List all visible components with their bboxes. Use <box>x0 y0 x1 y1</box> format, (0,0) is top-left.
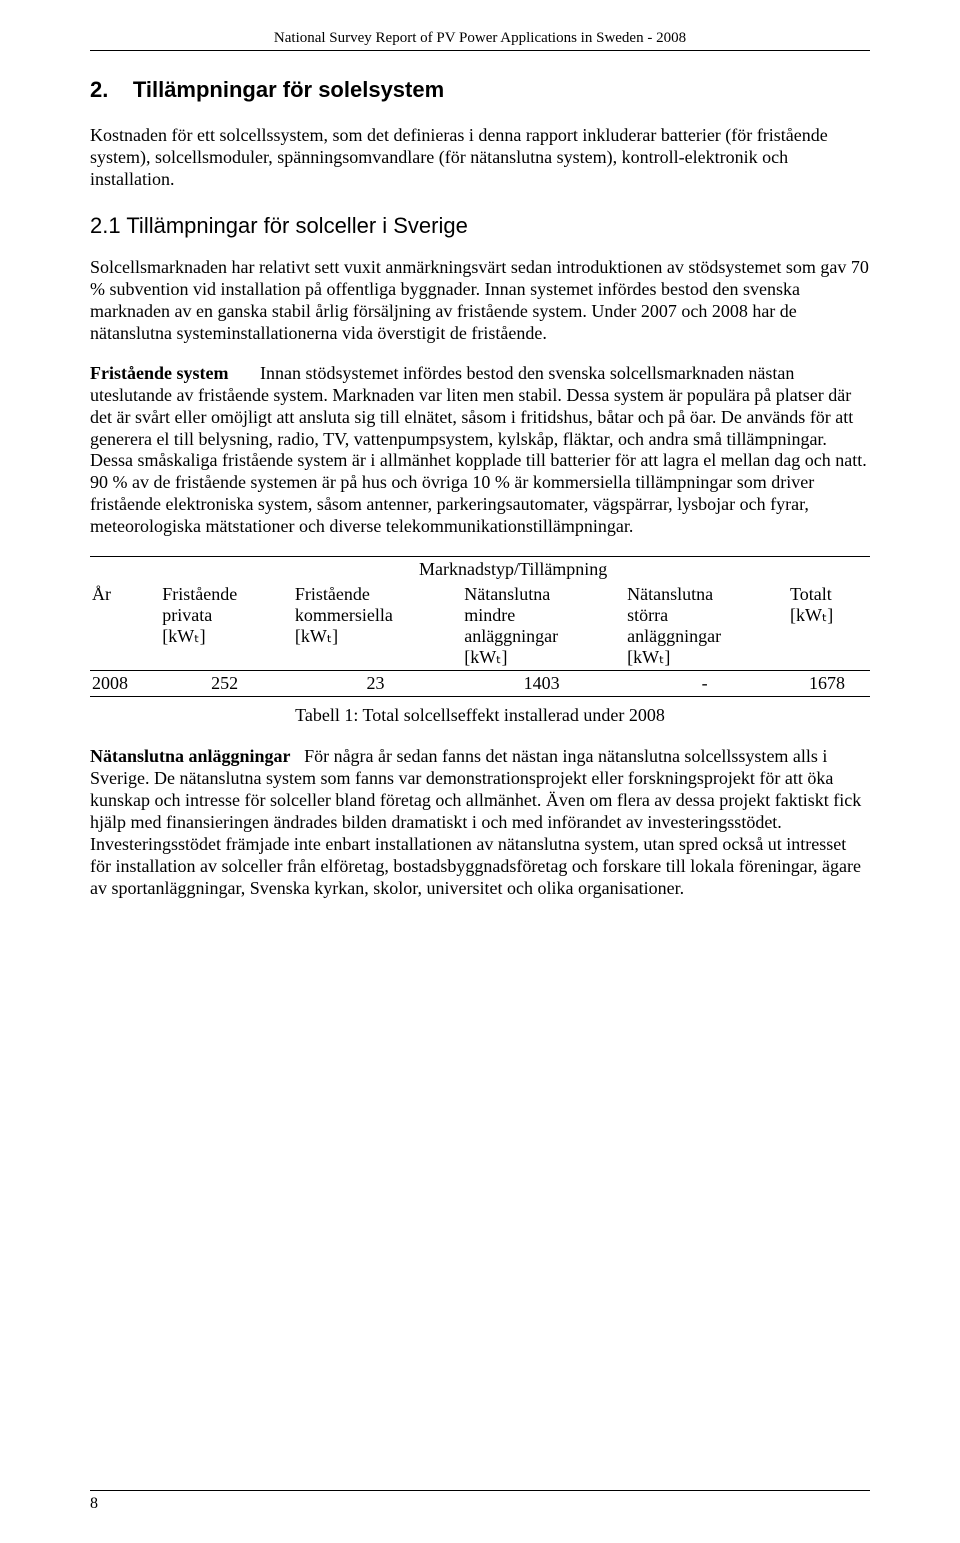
col4-l3: anläggningar <box>627 626 721 646</box>
subsection-number: 2.1 <box>90 213 121 238</box>
table-caption: Tabell 1: Total solcellseffekt installer… <box>90 705 870 726</box>
cell-c3: 1403 <box>462 671 625 697</box>
footer: 8 <box>90 1490 870 1513</box>
col1-l2: privata <box>162 605 212 625</box>
col5-l2: [kWₜ] <box>790 605 833 625</box>
table-title: Marknadstyp/Tillämpning <box>160 557 870 583</box>
section-number: 2. <box>90 77 108 102</box>
col3-l1: Nätanslutna <box>464 584 550 604</box>
table-title-row: Marknadstyp/Tillämpning <box>90 557 870 583</box>
page: National Survey Report of PV Power Appli… <box>0 0 960 1543</box>
col-year: År <box>90 582 160 671</box>
subsection-heading: 2.1 Tillämpningar för solceller i Sverig… <box>90 213 870 239</box>
col1-l1: Fristående <box>162 584 237 604</box>
col-5: Totalt [kWₜ] <box>788 582 870 671</box>
after-label: Nätanslutna anläggningar <box>90 746 291 766</box>
table-row: 2008 252 23 1403 - 1678 <box>90 671 870 697</box>
data-table: Marknadstyp/Tillämpning År Fristående pr… <box>90 556 870 697</box>
subsection-p1: Solcellsmarknaden har relativt sett vuxi… <box>90 257 870 345</box>
p2-text2: 90 % av de fristående systemen är på hus… <box>90 472 814 536</box>
para-after-table: Nätanslutna anläggningar För några år se… <box>90 746 870 900</box>
col3-l3: anläggningar <box>464 626 558 646</box>
empty-cell <box>90 557 160 583</box>
table-header-row: År Fristående privata [kWₜ] Fristående k… <box>90 582 870 671</box>
cell-year: 2008 <box>90 671 160 697</box>
col4-l2: störra <box>627 605 668 625</box>
cell-c5: 1678 <box>788 671 870 697</box>
after-text2: Investeringsstödet främjade inte enbart … <box>90 834 861 898</box>
section-title-text: Tillämpningar för solelsystem <box>133 77 444 102</box>
section-intro: Kostnaden för ett solcellssystem, som de… <box>90 125 870 191</box>
col-2: Fristående kommersiella [kWₜ] <box>293 582 462 671</box>
col2-l1: Fristående <box>295 584 370 604</box>
col2-l2: kommersiella <box>295 605 393 625</box>
col5-l1: Totalt <box>790 584 832 604</box>
col3-l4: [kWₜ] <box>464 647 507 667</box>
col3-l2: mindre <box>464 605 515 625</box>
cell-c4: - <box>625 671 788 697</box>
subsection-title-text: Tillämpningar för solceller i Sverige <box>126 213 468 238</box>
col-1: Fristående privata [kWₜ] <box>160 582 293 671</box>
col1-l3: [kWₜ] <box>162 626 205 646</box>
page-number: 8 <box>90 1495 98 1512</box>
col4-l4: [kWₜ] <box>627 647 670 667</box>
cell-c2: 23 <box>293 671 462 697</box>
cell-c1: 252 <box>160 671 293 697</box>
col-3: Nätanslutna mindre anläggningar [kWₜ] <box>462 582 625 671</box>
section-heading: 2. Tillämpningar för solelsystem <box>90 77 870 103</box>
col2-l3: [kWₜ] <box>295 626 338 646</box>
col4-l1: Nätanslutna <box>627 584 713 604</box>
col-4: Nätanslutna störra anläggningar [kWₜ] <box>625 582 788 671</box>
header-title: National Survey Report of PV Power Appli… <box>90 30 870 51</box>
p2-label: Fristående system <box>90 363 228 383</box>
subsection-p2: Fristående system Innan stödsystemet inf… <box>90 363 870 539</box>
